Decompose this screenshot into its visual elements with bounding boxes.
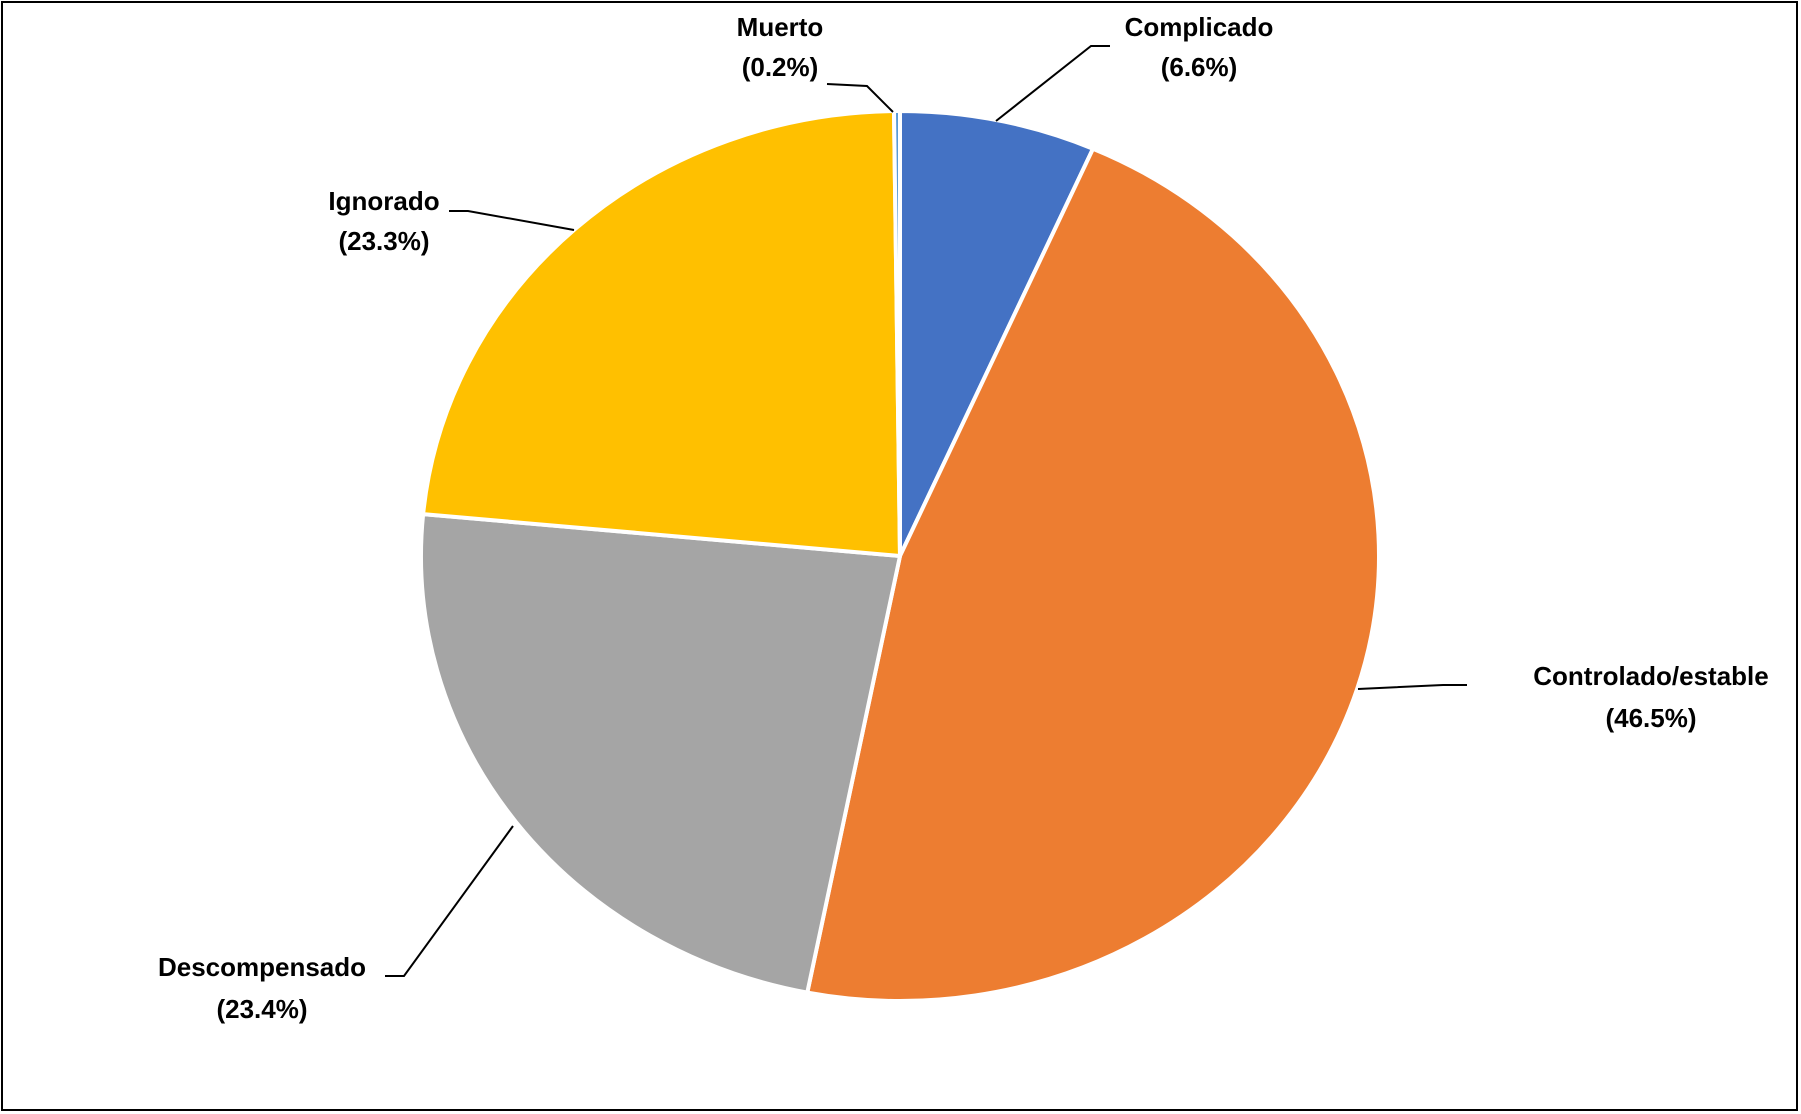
slice-label-ignorado-value: (23.3%) <box>338 226 429 256</box>
leader-line-muerto <box>826 83 894 113</box>
pie-slice-complicado <box>898 109 1095 558</box>
data-labels: Complicado (6.6%) Controlado/estable (46… <box>158 12 1769 1024</box>
pie-slice-controlado-estable <box>805 146 1381 1003</box>
pie-slice-ignorado <box>421 109 902 558</box>
leader-line-complicado <box>995 45 1110 122</box>
pie-slices <box>419 108 1381 1003</box>
slice-label-controlado-value: (46.5%) <box>1605 703 1696 733</box>
slice-label-muerto-name: Muerto <box>737 12 824 42</box>
leader-lines <box>385 45 1467 977</box>
pie-slice-muerto <box>891 108 902 558</box>
pie-slice-descompensado <box>419 512 902 995</box>
slice-label-controlado-name: Controlado/estable <box>1533 661 1768 691</box>
slice-label-complicado-value: (6.6%) <box>1161 52 1238 82</box>
slice-label-complicado-name: Complicado <box>1125 12 1274 42</box>
leader-line-controlado-estable <box>1357 684 1467 690</box>
slice-label-muerto-value: (0.2%) <box>742 52 819 82</box>
leader-line-ignorado <box>449 210 575 231</box>
leader-line-descompensado <box>385 825 514 977</box>
slice-label-ignorado-name: Ignorado <box>328 186 439 216</box>
slice-label-descompensado-name: Descompensado <box>158 952 366 982</box>
slice-label-descompensado-value: (23.4%) <box>216 994 307 1024</box>
